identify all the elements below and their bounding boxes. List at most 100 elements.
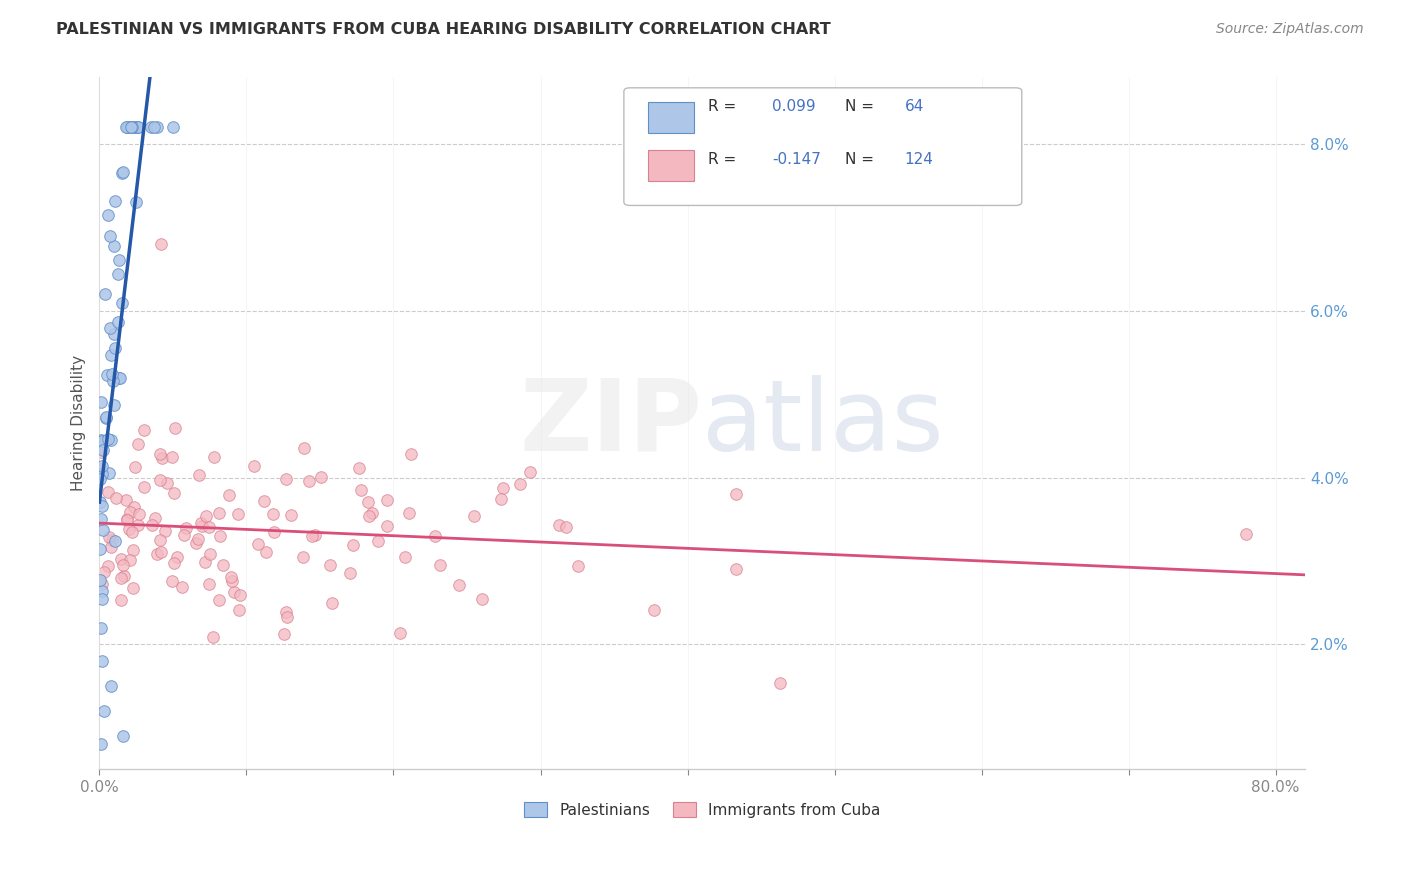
- FancyBboxPatch shape: [648, 150, 693, 181]
- Point: [394, 549, 416, 564]
- Point: [208, 593, 231, 607]
- Point: [112, 558, 135, 572]
- Point: [115, 120, 138, 135]
- Point: [218, 488, 240, 502]
- Point: [100, 434, 122, 448]
- Point: [89, 472, 111, 486]
- Point: [132, 423, 155, 437]
- Point: [361, 506, 384, 520]
- Point: [190, 516, 212, 530]
- Point: [103, 239, 125, 253]
- Point: [253, 494, 276, 508]
- Point: [375, 519, 398, 533]
- Point: [107, 315, 129, 329]
- Point: [107, 267, 129, 281]
- Point: [389, 625, 412, 640]
- Point: [120, 120, 142, 135]
- Point: [98, 321, 121, 335]
- Point: [200, 547, 222, 561]
- Point: [93, 704, 115, 718]
- Point: [263, 525, 285, 540]
- Text: 64: 64: [905, 99, 924, 114]
- Point: [170, 580, 193, 594]
- Point: [321, 595, 343, 609]
- Point: [124, 120, 146, 135]
- Point: [202, 450, 225, 464]
- Point: [111, 166, 134, 180]
- Point: [339, 566, 361, 580]
- Point: [121, 524, 143, 539]
- Point: [98, 466, 121, 480]
- Point: [149, 473, 172, 487]
- Text: atlas: atlas: [702, 375, 943, 472]
- Point: [90, 445, 112, 459]
- Point: [90, 576, 112, 591]
- Point: [118, 505, 141, 519]
- Point: [643, 603, 665, 617]
- Point: [146, 547, 169, 561]
- Point: [201, 630, 224, 644]
- Point: [162, 120, 184, 135]
- Point: [89, 574, 111, 588]
- Point: [149, 545, 172, 559]
- Point: [724, 487, 747, 501]
- Point: [273, 626, 295, 640]
- Point: [492, 481, 515, 495]
- Point: [148, 533, 170, 547]
- Point: [471, 592, 494, 607]
- Point: [208, 506, 231, 520]
- Point: [247, 537, 270, 551]
- Point: [304, 527, 326, 541]
- Point: [228, 602, 250, 616]
- Point: [90, 512, 112, 526]
- Point: [141, 518, 163, 533]
- Point: [447, 578, 470, 592]
- Point: [108, 253, 131, 268]
- Point: [97, 559, 120, 574]
- Point: [319, 558, 342, 572]
- Point: [509, 477, 531, 491]
- Point: [90, 459, 112, 474]
- Point: [93, 523, 115, 537]
- Point: [91, 442, 114, 457]
- Point: [208, 529, 231, 543]
- Point: [191, 518, 214, 533]
- Point: [90, 621, 112, 635]
- Point: [110, 571, 132, 585]
- Point: [94, 409, 117, 424]
- Point: [103, 398, 125, 412]
- Point: [724, 562, 747, 576]
- Text: PALESTINIAN VS IMMIGRANTS FROM CUBA HEARING DISABILITY CORRELATION CHART: PALESTINIAN VS IMMIGRANTS FROM CUBA HEAR…: [56, 22, 831, 37]
- Point: [149, 447, 172, 461]
- Point: [91, 467, 114, 482]
- Point: [101, 367, 124, 381]
- Point: [301, 529, 323, 543]
- Text: R =: R =: [709, 99, 741, 114]
- Point: [90, 737, 112, 751]
- Point: [97, 530, 120, 544]
- Point: [104, 341, 127, 355]
- Text: 124: 124: [905, 152, 934, 167]
- Point: [125, 120, 148, 135]
- Point: [1234, 527, 1257, 541]
- Point: [93, 565, 115, 579]
- Point: [107, 370, 129, 384]
- Point: [94, 410, 117, 425]
- Point: [127, 120, 149, 135]
- Point: [97, 484, 120, 499]
- Point: [91, 592, 114, 607]
- Point: [104, 194, 127, 208]
- Point: [173, 528, 195, 542]
- Point: [367, 534, 389, 549]
- Point: [122, 582, 145, 596]
- Point: [174, 521, 197, 535]
- Point: [221, 574, 243, 588]
- Point: [120, 120, 142, 135]
- Point: [184, 536, 207, 550]
- Point: [491, 491, 513, 506]
- Point: [125, 195, 148, 210]
- Point: [197, 577, 219, 591]
- Point: [150, 450, 173, 465]
- Point: [115, 493, 138, 508]
- Point: [357, 495, 380, 509]
